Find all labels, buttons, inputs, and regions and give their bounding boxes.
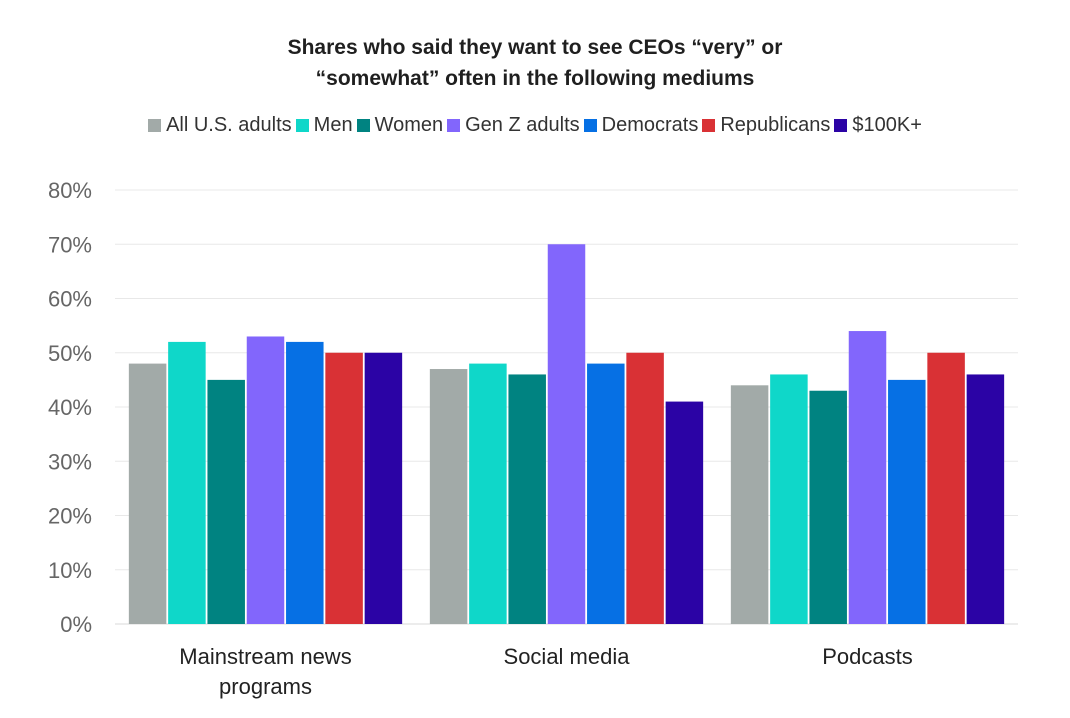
bar (364, 352, 403, 624)
bar (325, 352, 363, 624)
legend-label-0: All U.S. adults (166, 114, 292, 137)
y-tick-label: 30% (48, 449, 92, 474)
legend-swatch-1 (295, 119, 309, 133)
x-category-label: Mainstream news (179, 644, 351, 669)
x-category-label: Social media (504, 644, 631, 669)
bar (469, 363, 507, 624)
legend-swatch-6 (834, 119, 848, 133)
bar (547, 244, 586, 624)
bar (848, 331, 887, 624)
legend-label-6: $100K+ (852, 114, 922, 137)
y-tick-label: 40% (48, 395, 92, 420)
bar (770, 374, 808, 624)
y-tick-label: 60% (48, 287, 92, 312)
bar (888, 379, 926, 625)
legend-item-1: Men (295, 114, 353, 137)
chart-title-line-2: “somewhat” often in the following medium… (315, 67, 755, 90)
legend-swatch-4 (583, 119, 597, 133)
legend-label-5: Republicans (720, 114, 831, 137)
bar (809, 390, 847, 624)
legend-item-6: $100K+ (834, 114, 922, 137)
y-tick-label: 80% (48, 178, 92, 203)
y-tick-label: 20% (48, 504, 92, 529)
x-category-label: Podcasts (822, 644, 913, 669)
legend-swatch-5 (702, 119, 716, 133)
bar (128, 363, 167, 624)
bar (927, 352, 965, 624)
chart-legend: All U.S. adults Men Women Gen Z adults Democ… (0, 114, 1070, 137)
bar (665, 401, 704, 624)
legend-swatch-3 (447, 119, 461, 133)
legend-label-3: Gen Z adults (465, 114, 580, 137)
bar (508, 374, 546, 624)
legend-swatch-0 (148, 119, 162, 133)
legend-swatch-2 (356, 119, 370, 133)
legend-item-3: Gen Z adults (447, 114, 580, 137)
y-tick-label: 0% (60, 612, 92, 637)
bar (730, 385, 769, 624)
bar (966, 374, 1005, 624)
bar (587, 363, 625, 624)
bar (429, 369, 468, 624)
legend-item-5: Republicans (702, 114, 830, 137)
y-tick-label: 10% (48, 558, 92, 583)
bar (207, 379, 245, 625)
bar (626, 352, 664, 624)
x-category-label: programs (219, 674, 312, 699)
legend-label-4: Democrats (601, 114, 699, 137)
chart-title: Shares who said they want to see CEOs “v… (0, 32, 1070, 94)
chart-title-line-1: Shares who said they want to see CEOs “v… (287, 36, 783, 59)
y-tick-label: 70% (48, 232, 92, 257)
legend-item-2: Women (356, 114, 444, 137)
legend-item-4: Democrats (583, 114, 699, 137)
y-tick-label: 50% (48, 341, 92, 366)
bar (168, 341, 206, 624)
legend-item-0: All U.S. adults (148, 114, 292, 137)
bar (286, 341, 324, 624)
legend-label-1: Men (313, 114, 353, 137)
legend-label-2: Women (374, 114, 444, 137)
bar (246, 336, 285, 624)
